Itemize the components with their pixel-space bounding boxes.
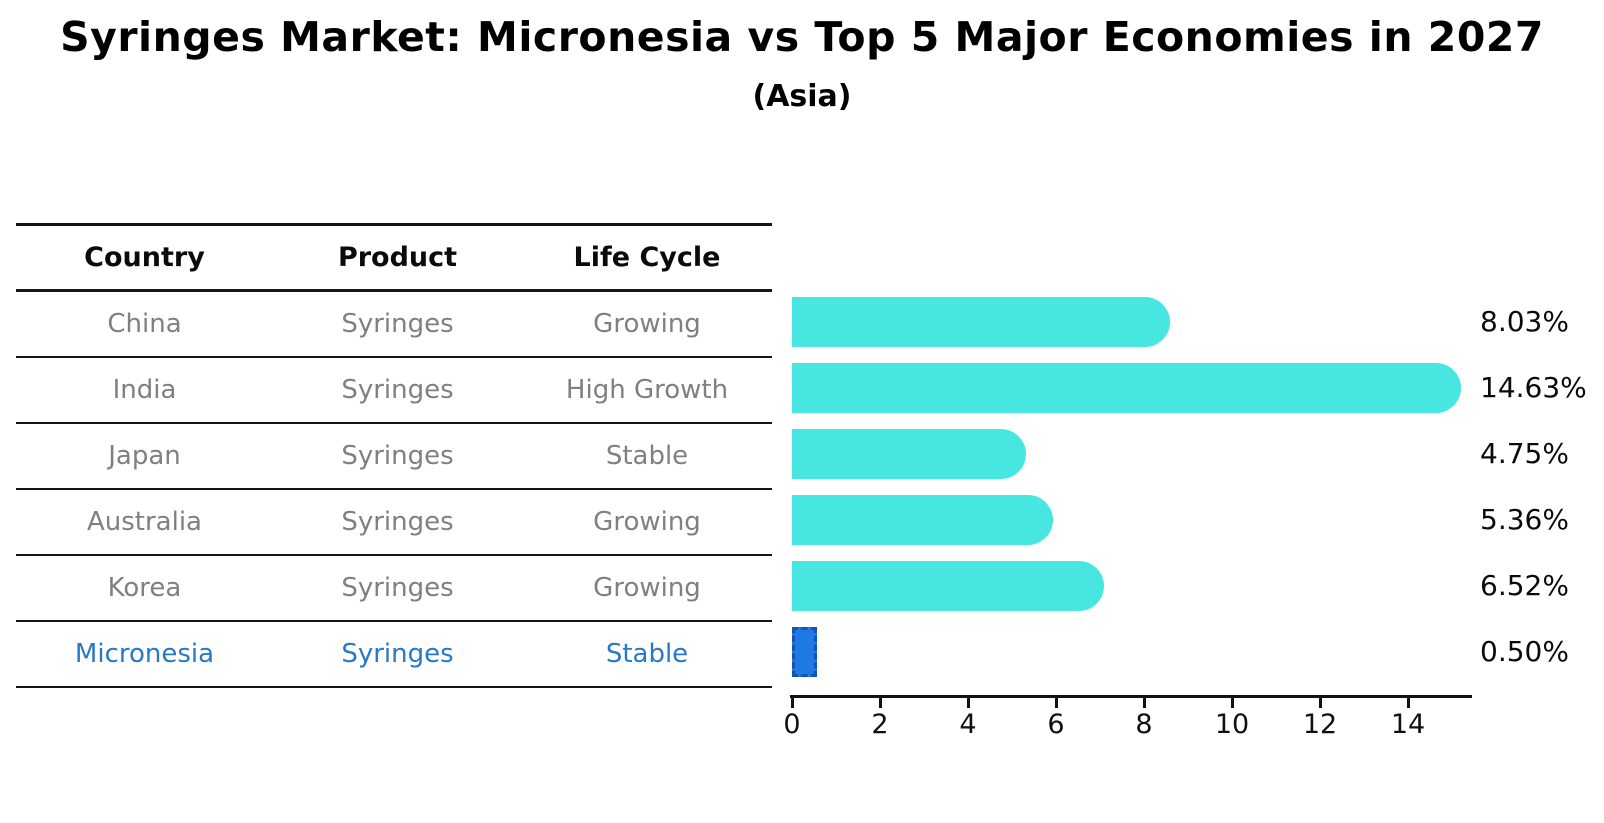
table-header-country: Country	[84, 242, 205, 273]
table-cell-life-cycle: Growing	[593, 573, 701, 603]
x-tick-label: 6	[1047, 709, 1065, 740]
table-cell-life-cycle: Stable	[605, 639, 689, 669]
x-axis-line	[790, 695, 1472, 698]
table-cell-country: Micronesia	[74, 639, 215, 669]
bar-korea	[792, 561, 1104, 611]
x-tick-label: 12	[1302, 709, 1338, 740]
table-cell-product: Syringes	[341, 573, 454, 603]
value-label-micronesia: 0.50%	[1480, 635, 1569, 668]
value-label-korea: 6.52%	[1480, 569, 1569, 602]
table-cell-product: Syringes	[341, 639, 454, 669]
x-tick-mark	[1230, 697, 1234, 708]
table-cell-country: Australia	[86, 507, 202, 537]
table-row: Japan Syringes Stable	[16, 424, 772, 490]
table-cell-life-cycle: Growing	[593, 309, 701, 339]
bar-china	[792, 297, 1170, 347]
value-label-australia: 5.36%	[1480, 503, 1569, 536]
bar-micronesia	[792, 627, 817, 677]
x-tick-mark	[1406, 697, 1410, 708]
x-tick-label: 8	[1135, 709, 1153, 740]
table-header-row: Country Product Life Cycle	[16, 226, 772, 292]
table-header-product: Product	[337, 242, 458, 273]
x-tick-label: 2	[871, 709, 889, 740]
bar-australia	[792, 495, 1053, 545]
chart-title: Syringes Market: Micronesia vs Top 5 Maj…	[60, 13, 1544, 61]
x-tick-mark	[790, 697, 794, 708]
value-label-india: 14.63%	[1480, 371, 1587, 404]
table-cell-country: Korea	[107, 573, 182, 603]
table-cell-life-cycle: High Growth	[565, 375, 729, 405]
table-cell-product: Syringes	[341, 441, 454, 471]
value-label-china: 8.03%	[1480, 305, 1569, 338]
table-cell-life-cycle: Stable	[605, 441, 689, 471]
table-cell-country: India	[112, 375, 177, 405]
x-tick-mark	[1142, 697, 1146, 708]
table-cell-product: Syringes	[341, 309, 454, 339]
table-cell-product: Syringes	[341, 375, 454, 405]
country-table: Country Product Life Cycle China Syringe…	[16, 223, 772, 688]
value-label-japan: 4.75%	[1480, 437, 1569, 470]
bar-india	[792, 363, 1461, 413]
x-tick-label: 14	[1390, 709, 1426, 740]
chart-subtitle: (Asia)	[752, 79, 852, 114]
bar-japan	[792, 429, 1026, 479]
table-row: China Syringes Growing	[16, 292, 772, 358]
table-row: Korea Syringes Growing	[16, 556, 772, 622]
table-cell-country: Japan	[108, 441, 181, 471]
table-cell-product: Syringes	[341, 507, 454, 537]
table-cell-country: China	[107, 309, 182, 339]
x-tick-mark	[878, 697, 882, 708]
x-tick-mark	[966, 697, 970, 708]
table-cell-life-cycle: Growing	[593, 507, 701, 537]
x-tick-mark	[1318, 697, 1322, 708]
table-row: India Syringes High Growth	[16, 358, 772, 424]
table-row: Australia Syringes Growing	[16, 490, 772, 556]
table-body: China Syringes Growing India Syringes Hi…	[16, 292, 772, 688]
x-tick-mark	[1054, 697, 1058, 708]
x-tick-label: 4	[959, 709, 977, 740]
x-tick-label: 10	[1214, 709, 1250, 740]
table-header-life-cycle: Life Cycle	[573, 242, 721, 273]
x-tick-label: 0	[783, 709, 801, 740]
table-row: Micronesia Syringes Stable	[16, 622, 772, 688]
